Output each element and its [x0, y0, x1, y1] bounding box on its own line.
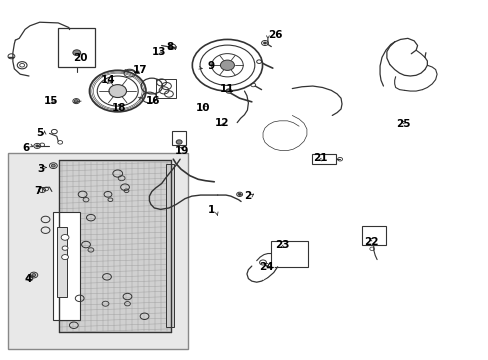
Text: 18: 18	[112, 103, 126, 113]
Circle shape	[61, 255, 68, 260]
Text: 13: 13	[152, 46, 166, 57]
Text: 3: 3	[37, 164, 44, 174]
Text: 12: 12	[215, 118, 229, 128]
Circle shape	[168, 46, 172, 49]
Bar	[271, 241, 307, 267]
Bar	[59, 160, 171, 332]
Text: 21: 21	[312, 153, 326, 163]
Circle shape	[263, 42, 266, 44]
Text: 14: 14	[101, 75, 115, 85]
Text: 15: 15	[43, 96, 58, 106]
Circle shape	[238, 193, 241, 195]
Text: 7: 7	[34, 186, 41, 196]
Bar	[7, 153, 187, 348]
Bar	[57, 226, 67, 297]
Text: 26: 26	[267, 30, 282, 40]
Text: 6: 6	[22, 143, 30, 153]
Text: 10: 10	[195, 103, 210, 113]
Circle shape	[62, 246, 68, 250]
Circle shape	[51, 164, 55, 167]
Circle shape	[32, 274, 36, 276]
Circle shape	[74, 100, 78, 103]
Text: 25: 25	[395, 120, 409, 129]
Text: 23: 23	[274, 239, 288, 249]
Text: 2: 2	[244, 191, 251, 201]
Circle shape	[61, 234, 69, 240]
Text: 16: 16	[146, 96, 160, 106]
Circle shape	[73, 50, 81, 55]
Text: 8: 8	[166, 42, 173, 52]
Text: 24: 24	[259, 262, 273, 272]
Text: 5: 5	[36, 129, 43, 138]
Bar	[58, 28, 95, 67]
Text: 4: 4	[24, 274, 31, 284]
Bar	[311, 154, 335, 164]
Text: 11: 11	[220, 84, 234, 94]
Text: 19: 19	[175, 145, 189, 156]
Circle shape	[36, 145, 39, 147]
Circle shape	[176, 140, 182, 144]
Text: 20: 20	[73, 53, 87, 63]
Text: 9: 9	[207, 61, 215, 71]
Text: 1: 1	[207, 206, 215, 216]
Circle shape	[220, 60, 234, 71]
Text: 17: 17	[132, 64, 147, 75]
Text: 22: 22	[363, 237, 378, 247]
Circle shape	[225, 89, 231, 93]
Bar	[156, 79, 176, 98]
Bar	[165, 164, 174, 327]
Bar	[53, 212, 80, 320]
Circle shape	[109, 85, 126, 98]
Bar	[361, 226, 385, 245]
Bar	[172, 131, 185, 145]
